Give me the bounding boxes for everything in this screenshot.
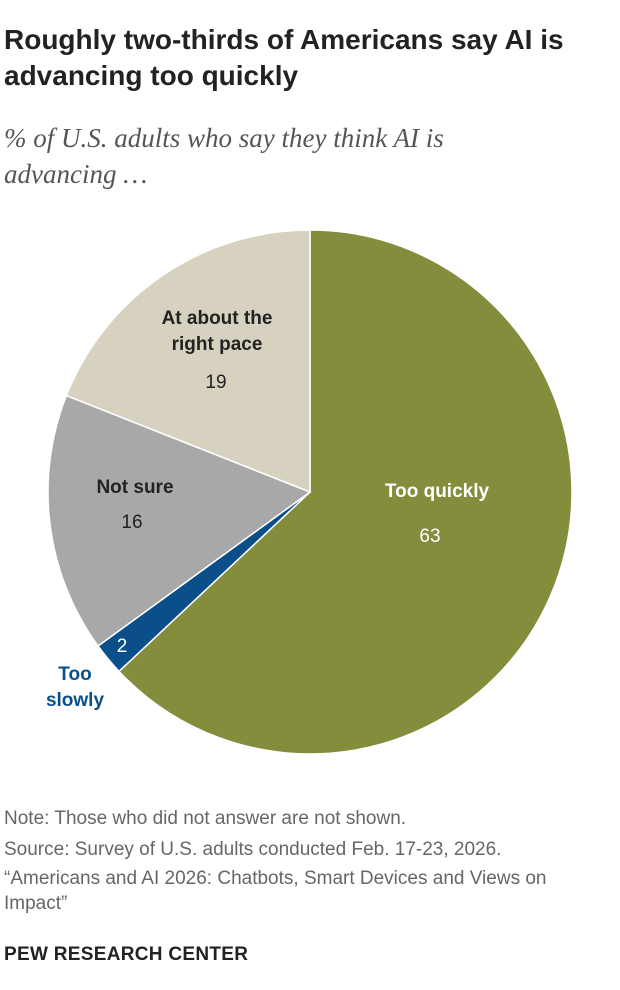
value-label: 16 [121,512,143,533]
slice-label: At about the right pace [161,308,273,355]
pie-slice [117,229,573,755]
value-label: 2 [116,636,128,657]
slice-label: Too slowly [45,664,105,711]
slice-label: Not sure [96,477,174,498]
source: Source: Survey of U.S. adults conducted … [4,839,502,860]
chart-title: Roughly two-thirds of Americans say AI i… [4,24,564,91]
note: Note: Those who did not answer are not s… [4,808,407,829]
pie-slice [65,229,311,494]
value-label: 19 [205,372,227,393]
report-title: “Americans and AI 2026: Chatbots, Smart … [4,868,547,914]
footer: PEW RESEARCH CENTER [4,944,249,965]
value-label: 63 [419,526,441,547]
slice-label: Too quickly [384,481,490,502]
chart-subtitle: % of U.S. adults who say they think AI i… [4,123,444,189]
pie-slice [47,394,312,648]
